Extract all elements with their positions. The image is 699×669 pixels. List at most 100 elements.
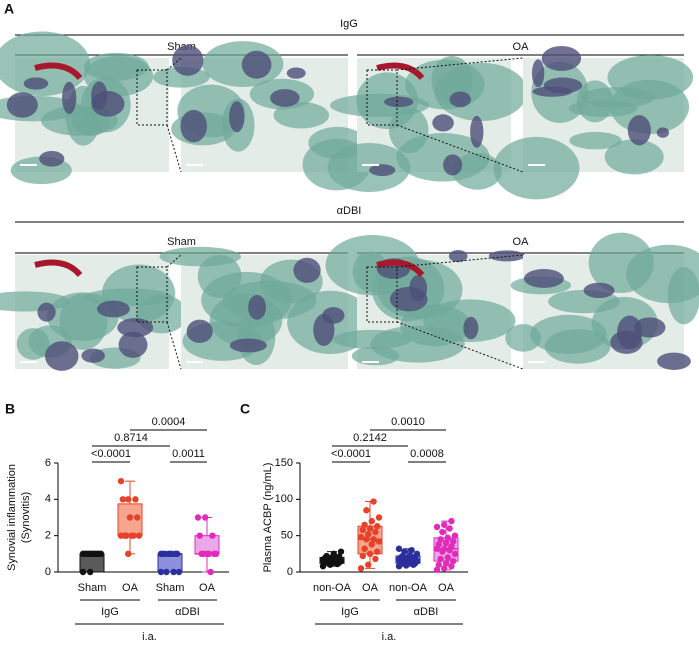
marrow: [39, 150, 65, 167]
data-point: [413, 550, 421, 558]
marrow: [37, 302, 56, 322]
data-point: [406, 552, 413, 559]
marrow: [389, 286, 428, 312]
column-title: OA: [513, 236, 530, 248]
histology-image: [0, 255, 188, 371]
data-point: [372, 555, 379, 563]
zoom-link: [396, 57, 524, 71]
marrow: [583, 282, 615, 299]
y-axis-label: Synovial inflammation: [6, 464, 18, 571]
column-title: OA: [513, 41, 530, 53]
data-point: [374, 523, 381, 530]
data-point: [441, 545, 448, 552]
data-point: [375, 514, 383, 521]
y-tick-label: 2: [45, 530, 51, 542]
data-point: [435, 561, 442, 568]
data-point: [437, 536, 444, 543]
histology-image: [159, 246, 374, 369]
marrow: [91, 90, 125, 117]
p-value: 0.2142: [353, 432, 387, 444]
data-point: [196, 532, 203, 539]
data-point: [79, 568, 87, 576]
x-tick-label: OA: [438, 582, 455, 594]
marrow: [443, 154, 463, 176]
data-point: [130, 532, 137, 539]
panel-label: A: [4, 1, 14, 17]
data-point: [374, 548, 381, 555]
marrow: [44, 341, 79, 371]
p-value: <0.0001: [331, 448, 371, 460]
marrow: [96, 300, 130, 318]
marrow: [322, 307, 345, 324]
y-tick-label: 0: [45, 566, 51, 578]
zoom-link: [396, 321, 524, 370]
tissue: [604, 139, 664, 175]
marrow: [449, 91, 471, 108]
y-axis-label: (Synovitis): [20, 492, 32, 543]
tissue: [330, 93, 430, 117]
data-point: [444, 534, 451, 542]
p-value: 0.8714: [114, 432, 148, 444]
marrow: [610, 330, 643, 354]
zoom-link: [396, 254, 524, 268]
zoom-box: [136, 69, 168, 126]
data-point: [433, 566, 441, 574]
p-value: 0.0010: [391, 416, 425, 428]
marrow: [531, 59, 545, 88]
tissue: [400, 304, 471, 347]
tissue: [544, 329, 611, 364]
data-point: [119, 496, 127, 503]
marrow: [81, 348, 105, 363]
marrow: [248, 295, 266, 320]
marrow: [470, 115, 484, 148]
group-label: αDBI: [414, 606, 439, 618]
group-label: αDBI: [175, 606, 200, 618]
x-tick-label: non-OA: [389, 582, 428, 594]
data-point: [442, 539, 450, 547]
data-point: [132, 496, 139, 503]
data-point: [446, 525, 453, 532]
data-point: [408, 547, 415, 554]
data-point: [375, 538, 383, 545]
zoom-box: [366, 266, 398, 323]
data-point: [401, 548, 408, 555]
data-point: [363, 507, 370, 514]
data-point: [450, 538, 457, 545]
y-tick-label: 150: [275, 457, 293, 469]
row-title: αDBI: [337, 205, 362, 217]
data-point: [123, 532, 130, 539]
marrow: [62, 81, 77, 115]
marrow: [117, 318, 154, 338]
data-point: [363, 536, 370, 543]
p-value: 0.0004: [152, 416, 186, 428]
data-point: [451, 532, 459, 539]
marrow: [627, 115, 651, 146]
column-title: Sham: [167, 236, 196, 248]
tissue: [16, 328, 50, 360]
tissue: [452, 152, 502, 190]
zoom-link: [166, 254, 182, 268]
data-point: [365, 561, 372, 568]
y-tick-label: 0: [287, 566, 293, 578]
histology-image: [505, 232, 699, 370]
data-point: [444, 554, 451, 561]
data-point: [368, 541, 375, 548]
data-point: [135, 532, 143, 539]
marrow: [369, 164, 396, 177]
marrow: [270, 89, 300, 107]
marrow: [463, 316, 479, 340]
data-point: [330, 550, 337, 558]
tissue: [493, 136, 580, 200]
zoom-link: [396, 124, 524, 173]
data-point: [92, 550, 99, 558]
data-point: [175, 568, 183, 576]
cartilage: [34, 62, 83, 81]
data-point: [209, 532, 216, 539]
group-label: IgG: [101, 606, 119, 618]
data-point: [323, 552, 330, 560]
marrow: [384, 96, 414, 108]
x-tick-label: OA: [362, 582, 379, 594]
data-point: [448, 517, 455, 525]
marrow: [541, 45, 582, 71]
